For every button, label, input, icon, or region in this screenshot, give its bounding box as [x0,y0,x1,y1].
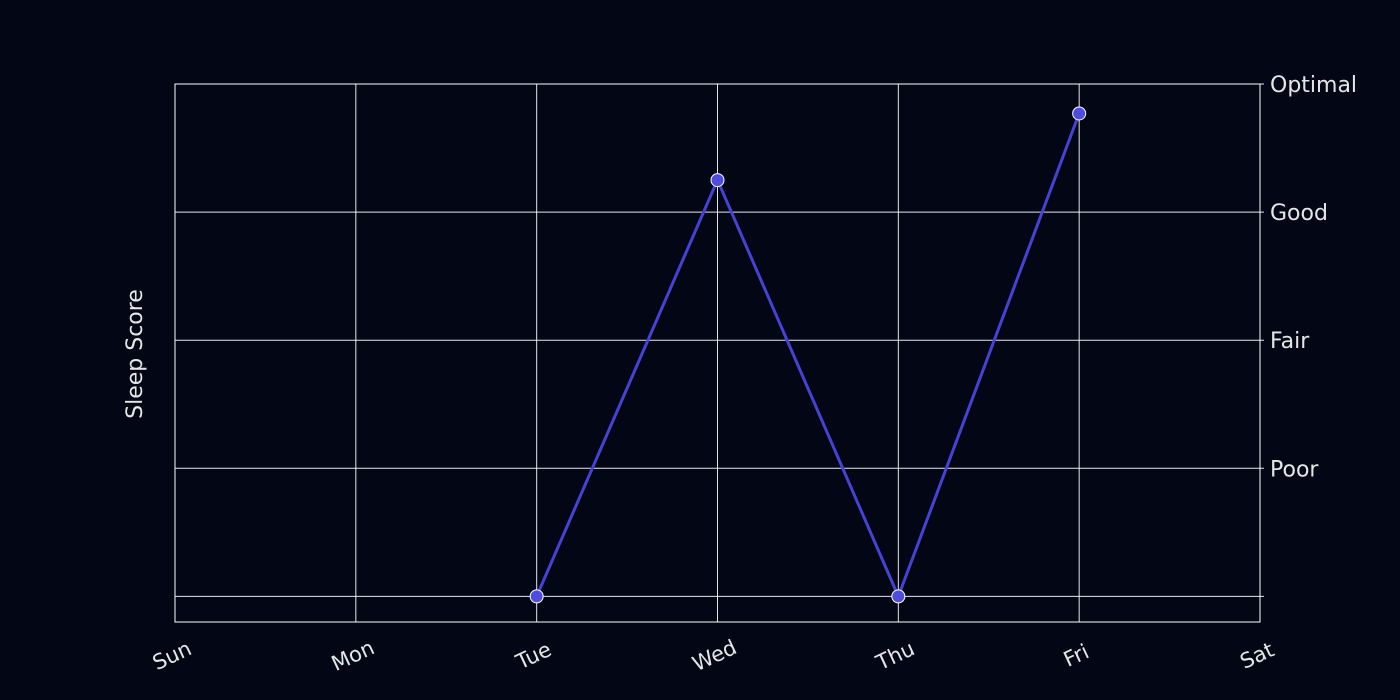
data-point-thu [891,589,906,604]
x-tick-labels: Sun Mon Tue Wed Thu Fri Sat [149,635,1278,676]
y-tick-label-optimal: Optimal [1270,73,1357,98]
series-layer [529,106,1087,604]
y-axis-label: Sleep Score [123,289,148,419]
data-point-tue [529,589,544,604]
x-tick-label-thu: Thu [872,636,919,675]
x-tick-label-fri: Fri [1060,639,1093,671]
series-line [535,111,1081,598]
plot-frame [174,83,1261,623]
y-tick-label-fair: Fair [1270,329,1310,354]
x-tick-label-sat: Sat [1236,638,1277,674]
data-point-wed [710,173,725,188]
x-tick-label-wed: Wed [689,635,741,676]
y-tick-label-good: Good [1270,201,1328,226]
y-tick-label-poor: Poor [1270,457,1319,482]
y-tick-labels: Poor Fair Good Optimal [1270,73,1357,482]
grid-lines [174,83,1264,622]
data-point-fri [1072,106,1087,121]
x-tick-label-mon: Mon [328,635,378,675]
x-tick-label-sun: Sun [149,636,195,675]
x-tick-label-tue: Tue [511,637,555,674]
